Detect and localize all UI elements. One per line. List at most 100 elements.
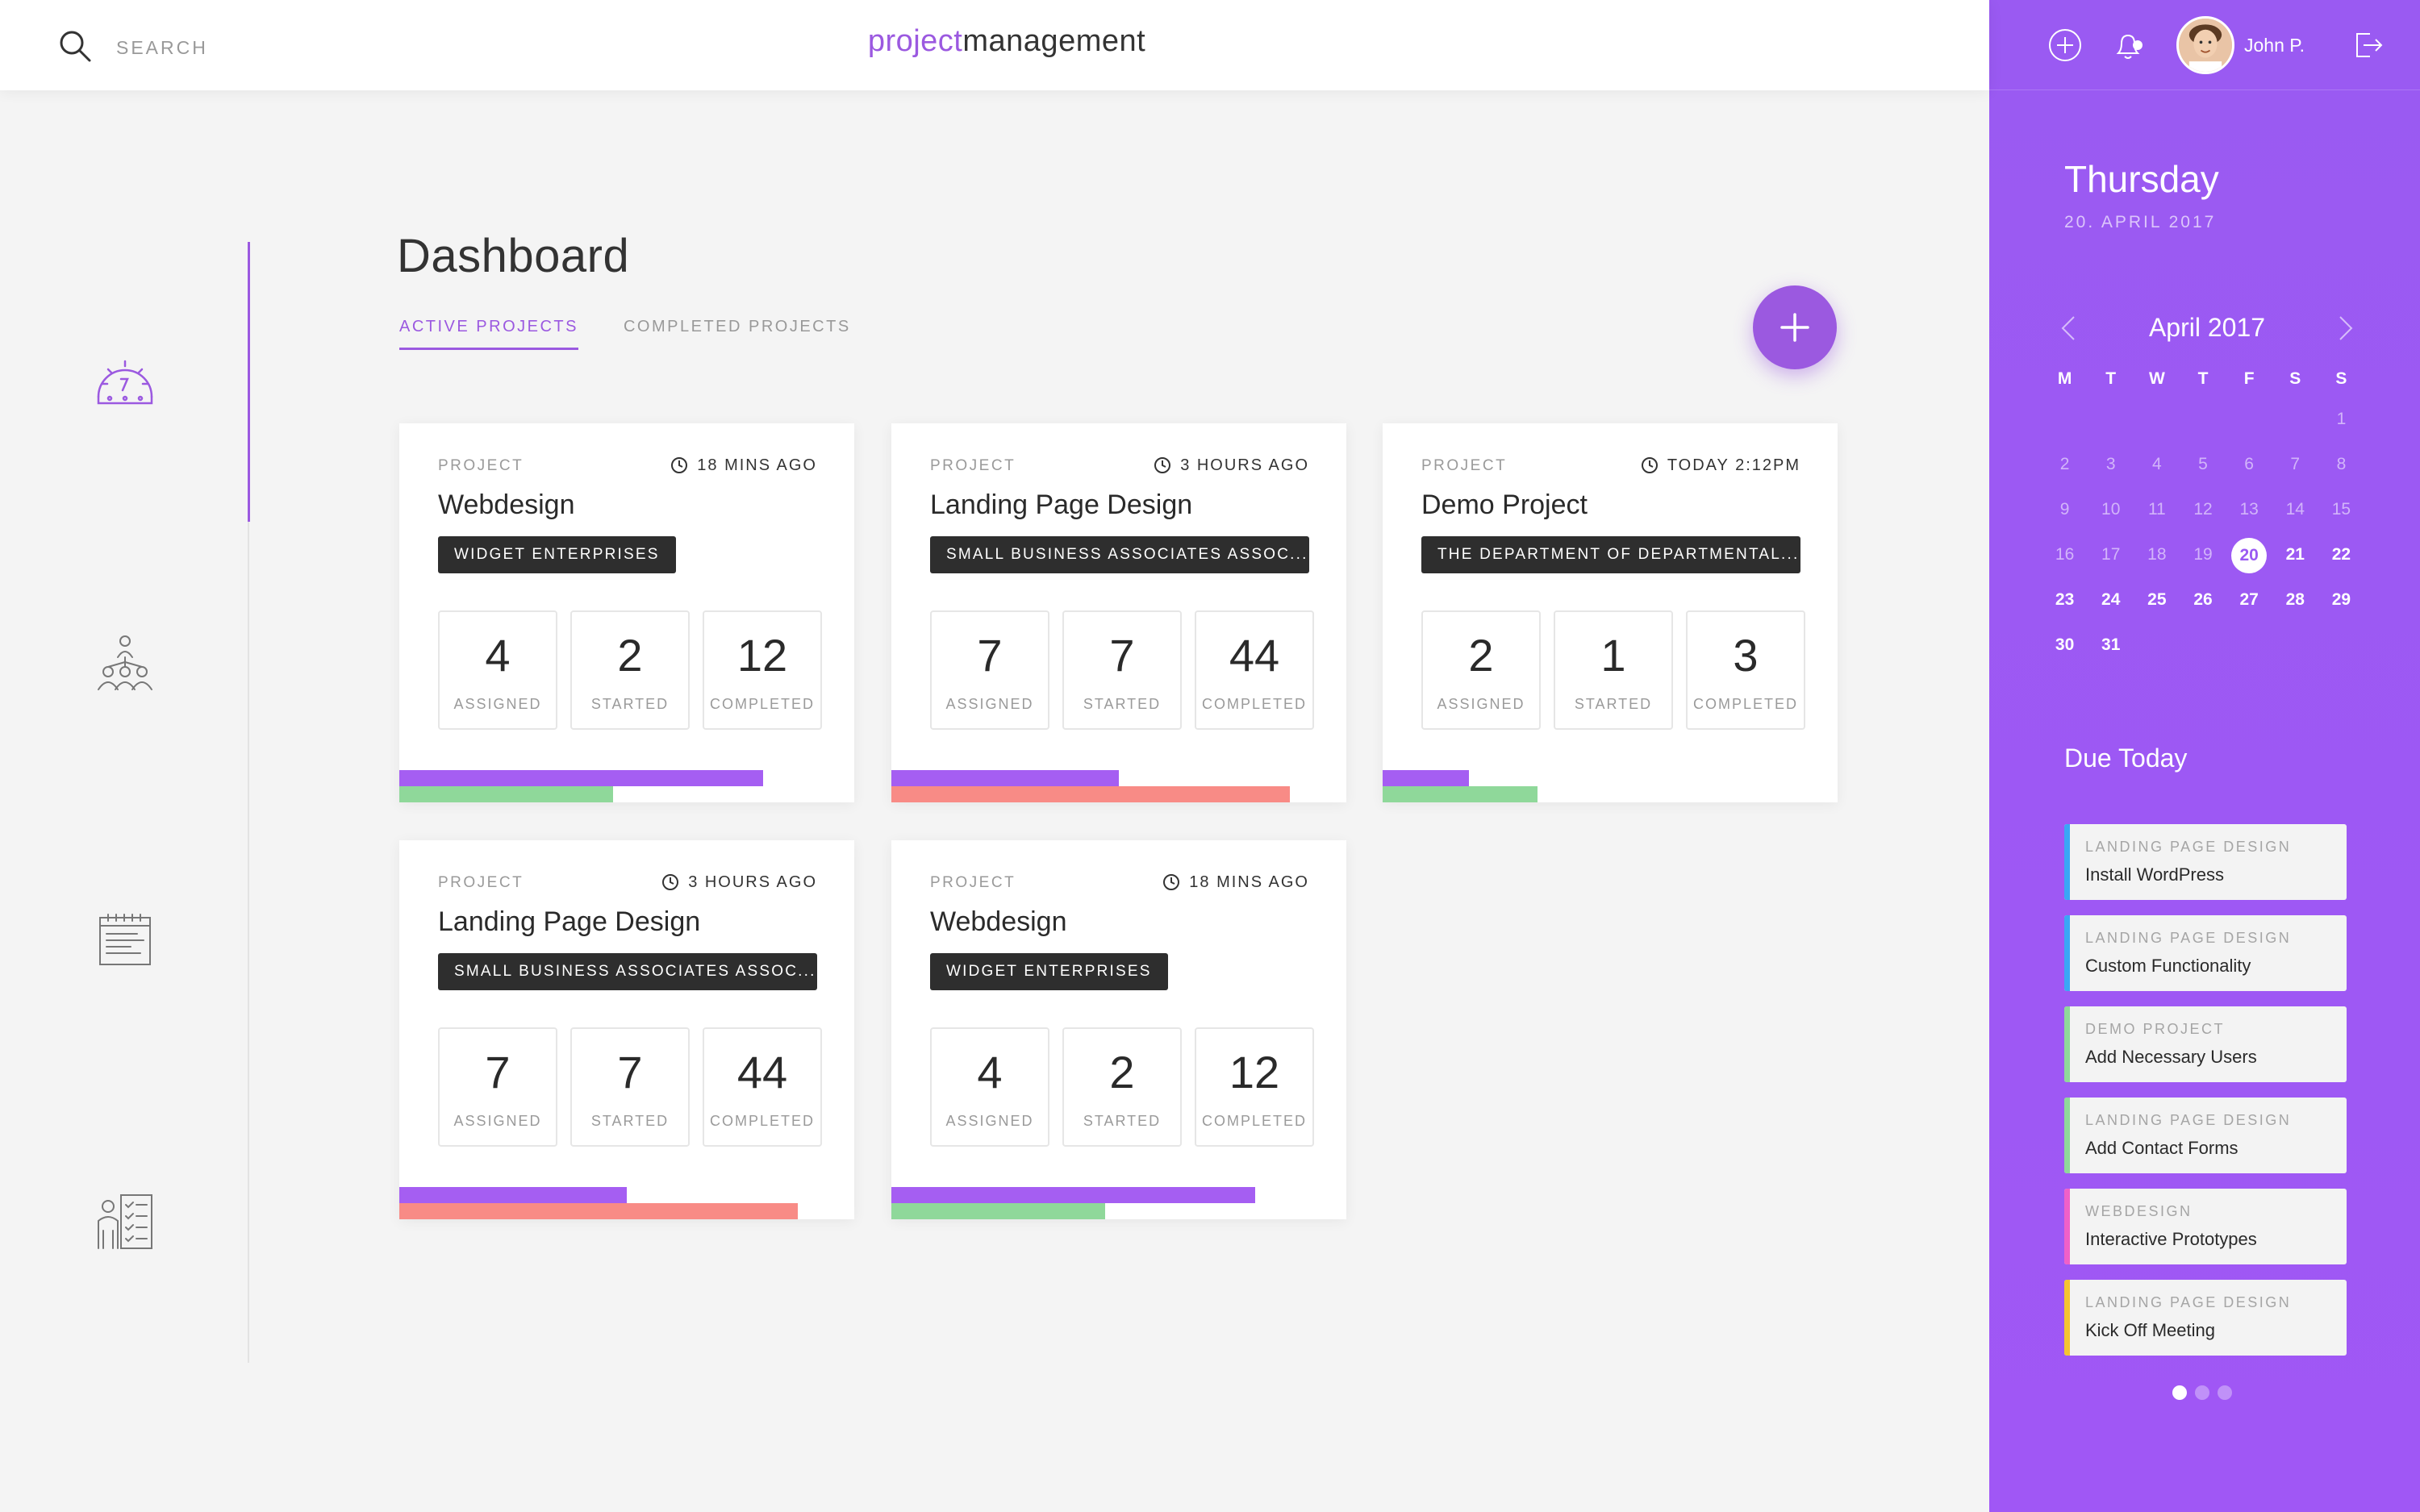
progress-bar-secondary bbox=[399, 1203, 798, 1219]
due-item[interactable]: LANDING PAGE DESIGN Install WordPress bbox=[2064, 824, 2347, 900]
calendar-day[interactable]: 7 bbox=[2272, 448, 2318, 481]
calendar-day-number: 4 bbox=[2152, 455, 2162, 473]
due-item-project: LANDING PAGE DESIGN bbox=[2085, 1112, 2292, 1128]
stat-caption: STARTED bbox=[590, 696, 670, 712]
calendar-day[interactable]: 2 bbox=[2042, 448, 2088, 481]
client-badge: THE DEPARTMENT OF DEPARTMENTAL... bbox=[1421, 536, 1800, 573]
pagination-dots bbox=[2172, 1385, 2232, 1400]
project-time-text: 3 HOURS AGO bbox=[688, 873, 817, 891]
top-bar: projectmanagement bbox=[0, 0, 1989, 90]
stat-completed: 12 COMPLETED bbox=[1195, 1027, 1314, 1147]
calendar-day[interactable]: 3 bbox=[2088, 448, 2134, 481]
brand-primary: project bbox=[867, 24, 963, 58]
pagination-dot[interactable] bbox=[2172, 1385, 2187, 1400]
calendar-blank bbox=[2272, 402, 2318, 436]
calendar-day[interactable]: 18 bbox=[2134, 538, 2180, 572]
calendar-blank bbox=[2042, 402, 2088, 436]
avatar[interactable] bbox=[2176, 16, 2234, 74]
calendar-day[interactable]: 22 bbox=[2318, 538, 2364, 572]
pagination-dot[interactable] bbox=[2195, 1385, 2209, 1400]
calendar-day[interactable]: 4 bbox=[2134, 448, 2180, 481]
calendar-day[interactable]: 14 bbox=[2272, 493, 2318, 527]
progress-bar-secondary bbox=[891, 786, 1290, 802]
calendar-day[interactable]: 12 bbox=[2180, 493, 2226, 527]
calendar-day[interactable]: 17 bbox=[2088, 538, 2134, 572]
calendar-day[interactable]: 13 bbox=[2226, 493, 2272, 527]
calendar-day[interactable]: 10 bbox=[2088, 493, 2134, 527]
add-project-button[interactable] bbox=[1753, 285, 1837, 369]
calendar-day-number: 24 bbox=[2101, 590, 2121, 609]
team-icon bbox=[98, 635, 152, 690]
client-badge: WIDGET ENTERPRISES bbox=[438, 536, 676, 573]
stat-started: 7 STARTED bbox=[570, 1027, 690, 1147]
calendar-day[interactable]: 28 bbox=[2272, 583, 2318, 617]
calendar-blank bbox=[2134, 402, 2180, 436]
calendar-day[interactable]: 5 bbox=[2180, 448, 2226, 481]
due-item-project: DEMO PROJECT bbox=[2085, 1021, 2226, 1037]
calendar-day-today[interactable]: 20 bbox=[2226, 538, 2272, 573]
calendar-day[interactable]: 9 bbox=[2042, 493, 2088, 527]
calendar-day[interactable]: 23 bbox=[2042, 583, 2088, 617]
calendar-day[interactable]: 24 bbox=[2088, 583, 2134, 617]
calendar-day[interactable]: 19 bbox=[2180, 538, 2226, 572]
user-name[interactable]: John P. bbox=[2244, 35, 2305, 56]
bell-icon[interactable] bbox=[2110, 27, 2146, 63]
stat-value: 12 bbox=[1229, 1047, 1280, 1098]
project-label: PROJECT bbox=[1421, 457, 1508, 474]
search-icon[interactable] bbox=[58, 29, 92, 67]
calendar-day[interactable]: 1 bbox=[2318, 402, 2364, 436]
due-item[interactable]: LANDING PAGE DESIGN Add Contact Forms bbox=[2064, 1098, 2347, 1173]
calendar-day[interactable]: 30 bbox=[2042, 628, 2088, 662]
calendar-day[interactable]: 25 bbox=[2134, 583, 2180, 617]
logout-icon[interactable] bbox=[2351, 27, 2386, 63]
calendar-day[interactable]: 16 bbox=[2042, 538, 2088, 572]
project-card[interactable]: PROJECT 3 HOURS AGO Landing Page Design … bbox=[399, 840, 854, 1219]
calendar-day-number: 21 bbox=[2285, 545, 2305, 564]
nav-item-reports[interactable] bbox=[89, 1185, 161, 1258]
due-item[interactable]: LANDING PAGE DESIGN Custom Functionality bbox=[2064, 915, 2347, 991]
calendar-day[interactable]: 15 bbox=[2318, 493, 2364, 527]
project-time: 18 MINS AGO bbox=[670, 456, 817, 475]
stat-completed: 44 COMPLETED bbox=[703, 1027, 822, 1147]
clock-icon bbox=[1154, 457, 1171, 473]
calendar-day[interactable]: 21 bbox=[2272, 538, 2318, 572]
due-item[interactable]: DEMO PROJECT Add Necessary Users bbox=[2064, 1006, 2347, 1082]
calendar-day[interactable]: 29 bbox=[2318, 583, 2364, 617]
pagination-dot[interactable] bbox=[2218, 1385, 2232, 1400]
nav-item-dashboard[interactable] bbox=[89, 347, 161, 419]
due-today-title: Due Today bbox=[2064, 744, 2188, 773]
search-input[interactable] bbox=[116, 37, 439, 59]
project-time: TODAY 2:12PM bbox=[1640, 456, 1800, 475]
due-item[interactable]: WEBDESIGN Interactive Prototypes bbox=[2064, 1189, 2347, 1264]
calendar-month: April 2017 bbox=[2148, 313, 2266, 342]
project-tabs: ACTIVE PROJECTS COMPLETED PROJECTS bbox=[399, 318, 851, 350]
prev-month-button[interactable] bbox=[2054, 314, 2083, 343]
calendar-day[interactable]: 8 bbox=[2318, 448, 2364, 481]
tab-active-projects[interactable]: ACTIVE PROJECTS bbox=[399, 318, 578, 350]
calendar-day[interactable]: 26 bbox=[2180, 583, 2226, 617]
calendar-day[interactable]: 31 bbox=[2088, 628, 2134, 662]
add-icon[interactable] bbox=[2047, 27, 2083, 63]
project-label: PROJECT bbox=[930, 874, 1016, 891]
nav-item-team[interactable] bbox=[89, 627, 161, 699]
project-card[interactable]: PROJECT 18 MINS AGO Webdesign WIDGET ENT… bbox=[399, 423, 854, 802]
project-card[interactable]: PROJECT TODAY 2:12PM Demo Project THE DE… bbox=[1383, 423, 1838, 802]
calendar-day[interactable]: 11 bbox=[2134, 493, 2180, 527]
calendar-day-number: 11 bbox=[2147, 500, 2166, 519]
calendar-day[interactable]: 6 bbox=[2226, 448, 2272, 481]
project-stats: 4 ASSIGNED 2 STARTED 12 COMPLETED bbox=[930, 1027, 1314, 1147]
project-time: 3 HOURS AGO bbox=[661, 873, 817, 892]
due-item-project: WEBDESIGN bbox=[2085, 1203, 2193, 1219]
due-item[interactable]: LANDING PAGE DESIGN Kick Off Meeting bbox=[2064, 1280, 2347, 1356]
project-card[interactable]: PROJECT 3 HOURS AGO Landing Page Design … bbox=[891, 423, 1346, 802]
stat-value: 4 bbox=[485, 630, 511, 681]
progress-bar-secondary bbox=[891, 1203, 1105, 1219]
due-item-task: Add Necessary Users bbox=[2085, 1047, 2257, 1067]
next-month-button[interactable] bbox=[2331, 314, 2360, 343]
tab-completed-projects[interactable]: COMPLETED PROJECTS bbox=[623, 318, 851, 335]
nav-item-tasks[interactable] bbox=[89, 905, 161, 977]
calendar-day-number: 12 bbox=[2193, 500, 2213, 519]
project-card[interactable]: PROJECT 18 MINS AGO Webdesign WIDGET ENT… bbox=[891, 840, 1346, 1219]
calendar-day[interactable]: 27 bbox=[2226, 583, 2272, 617]
stat-value: 1 bbox=[1600, 630, 1626, 681]
